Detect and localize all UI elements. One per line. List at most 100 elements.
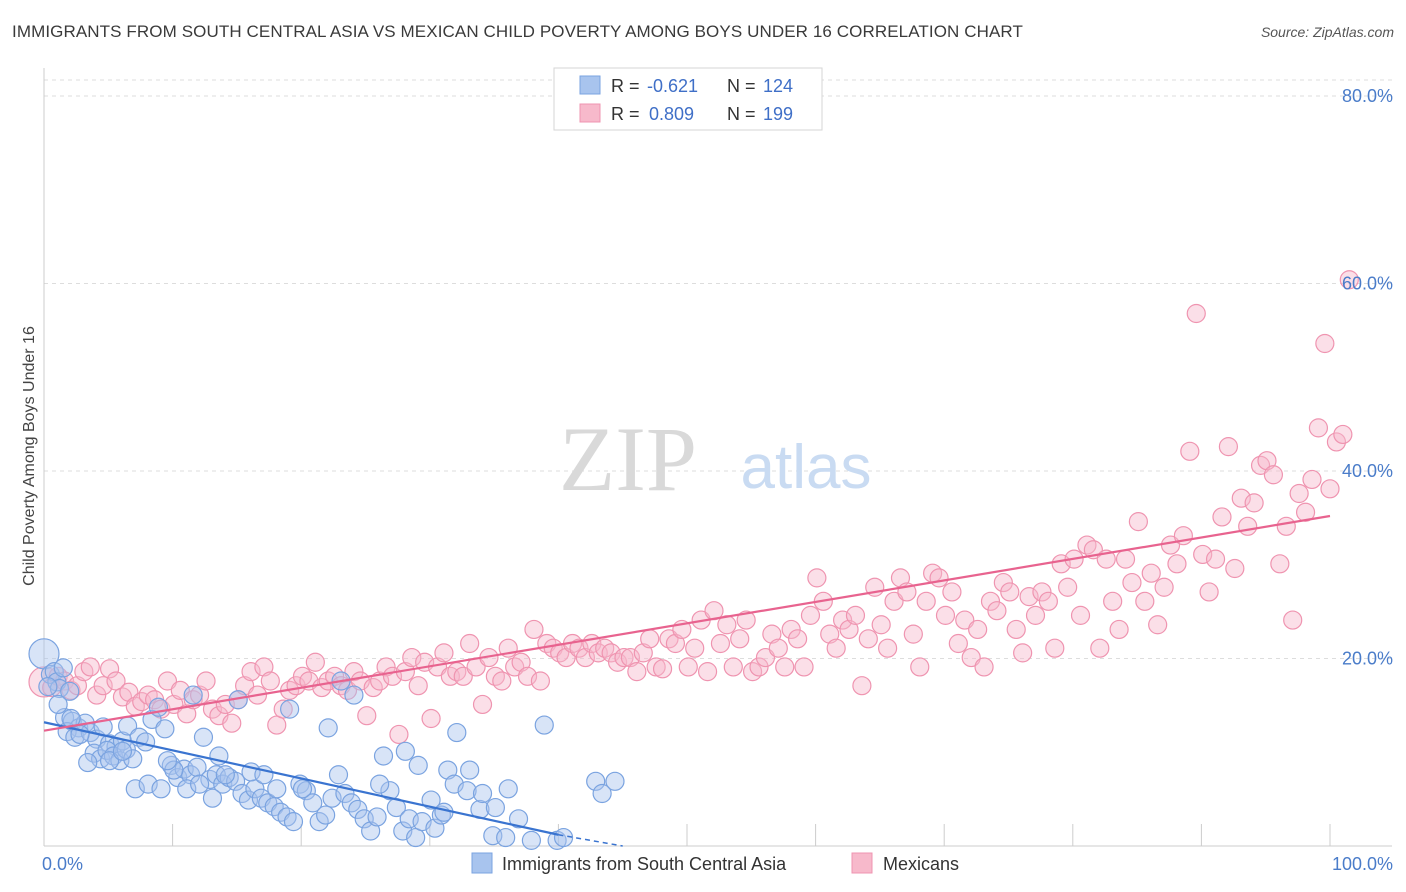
data-point (1167, 554, 1187, 574)
data-point (697, 662, 718, 682)
chart-title: IMMIGRANTS FROM SOUTH CENTRAL ASIA VS ME… (12, 22, 1023, 41)
data-point (929, 568, 949, 588)
y-tick-label: 20.0% (1342, 649, 1393, 669)
data-point (187, 757, 207, 777)
data-point (389, 724, 409, 745)
data-point (1333, 424, 1353, 445)
data-point (48, 694, 68, 715)
data-point (1205, 549, 1226, 569)
data-point (1315, 333, 1335, 354)
y-tick-labels: 20.0% 40.0% 60.0% 80.0% (1342, 86, 1393, 669)
data-point (787, 629, 808, 649)
legend-n-value-2: 199 (763, 104, 793, 124)
watermark-zip: ZIP (559, 408, 697, 510)
data-point (1320, 479, 1340, 499)
data-point (434, 643, 454, 663)
y-axis-label: Child Poverty Among Boys Under 16 (21, 326, 38, 586)
data-point (1122, 572, 1142, 593)
data-point (592, 783, 612, 804)
data-point (620, 647, 641, 668)
data-point (980, 591, 1001, 611)
data-point (1218, 437, 1239, 457)
legend-n-value-1: 124 (763, 76, 793, 96)
data-point (1038, 591, 1058, 611)
data-point (968, 619, 988, 640)
data-point (553, 827, 574, 848)
data-point (408, 755, 428, 775)
data-point (627, 662, 647, 682)
data-point (820, 624, 840, 644)
data-point (601, 643, 621, 663)
data-point (125, 779, 145, 799)
trend-lines (43, 514, 1331, 847)
data-point (755, 647, 776, 668)
data-point (1000, 582, 1020, 602)
data-point (1180, 441, 1200, 461)
data-point (916, 591, 936, 611)
legend-swatch-blue (579, 75, 601, 95)
data-point (190, 774, 210, 794)
data-point (569, 638, 589, 658)
data-point (1263, 465, 1284, 485)
data-point (1070, 605, 1091, 625)
data-point (1045, 638, 1065, 658)
data-point (833, 610, 853, 630)
trend-line-blue (43, 721, 559, 836)
data-point (530, 671, 550, 691)
y-tick-label: 60.0% (1342, 274, 1393, 294)
data-point (408, 676, 428, 696)
source-label: Source: ZipAtlas.com (1260, 24, 1394, 40)
data-point (508, 809, 529, 829)
data-point (903, 624, 923, 644)
data-point (292, 779, 313, 799)
data-point (730, 629, 750, 649)
data-point (1103, 591, 1123, 611)
data-point (322, 788, 342, 808)
data-point (768, 638, 788, 658)
data-point (460, 760, 480, 780)
data-point (1326, 432, 1347, 452)
data-point (60, 681, 80, 701)
watermark: ZIP atlas (559, 408, 871, 510)
legend-r-value-2: 0.809 (649, 104, 694, 124)
data-point (344, 685, 364, 705)
data-point (492, 671, 512, 691)
data-point (348, 799, 368, 820)
legend-n-label-2: N = (727, 104, 756, 124)
data-point (280, 699, 300, 719)
grid-lines (44, 79, 1392, 659)
data-point (1302, 469, 1322, 490)
data-point (993, 572, 1013, 593)
data-point (357, 706, 377, 726)
data-point (267, 779, 287, 799)
data-point (316, 805, 336, 825)
data-point (524, 619, 544, 640)
data-point (395, 741, 415, 761)
data-point (183, 685, 203, 705)
data-point (1295, 502, 1316, 522)
data-point (605, 771, 625, 791)
legend-r-label-1: R = (611, 76, 640, 96)
data-point (685, 638, 705, 658)
data-point (151, 779, 171, 799)
data-point (367, 807, 387, 827)
trend-line-pink (43, 514, 1331, 732)
data-point (858, 629, 878, 649)
data-point (614, 647, 634, 668)
data-point (157, 751, 178, 771)
data-point (1289, 483, 1309, 504)
data-point (1154, 577, 1174, 597)
data-point (665, 633, 686, 654)
data-point (871, 615, 891, 635)
data-point (170, 680, 190, 700)
data-point (303, 793, 323, 813)
legend-bottom-label-pink: Mexicans (883, 854, 959, 874)
data-point (749, 657, 769, 677)
data-point (472, 694, 493, 715)
data-point (226, 771, 246, 791)
data-point (935, 605, 956, 625)
data-point (193, 727, 214, 747)
legend-swatch-pink (579, 103, 601, 123)
data-point (575, 647, 596, 668)
data-point (1339, 270, 1359, 290)
